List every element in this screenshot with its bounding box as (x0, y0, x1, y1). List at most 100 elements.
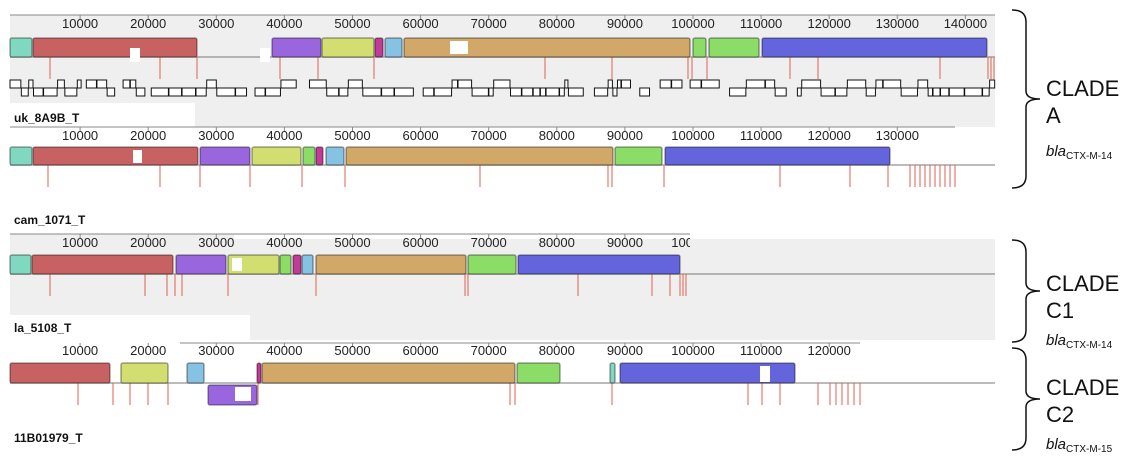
sim-box (280, 79, 297, 89)
tick-label: 10000 (62, 128, 98, 143)
tick-label: 70000 (471, 343, 507, 358)
sim-box (539, 87, 547, 97)
lcb-block (374, 37, 384, 58)
gene-name: bla (1046, 143, 1066, 160)
lcb-block (301, 254, 314, 275)
tracks: 10000 20000 30000 40000 50000 60000 70000 80000… (9, 9, 1119, 455)
sim-box (532, 87, 541, 97)
lcb-block (9, 146, 33, 166)
sim-box (206, 79, 217, 89)
sim-box (195, 87, 207, 97)
tick-label: 120000 (808, 16, 851, 31)
sim-box (28, 79, 34, 89)
lcb-block (9, 37, 33, 58)
sim-box (567, 87, 584, 97)
tick-label: 10000 (62, 235, 98, 250)
sim-box (764, 79, 776, 89)
sim-box (509, 87, 522, 97)
clade-group: A (1046, 103, 1061, 128)
sim-box (659, 79, 672, 89)
tick-label: 130000 (876, 128, 919, 143)
tick-label: 100000 (671, 343, 714, 358)
sim-box (607, 79, 613, 89)
tick-label: 40000 (266, 16, 302, 31)
tick-label: 60000 (403, 235, 439, 250)
sim-box (381, 87, 395, 97)
sim-box (820, 87, 836, 97)
lcb-block (261, 362, 516, 384)
track-name: uk_8A9B_T (14, 111, 80, 125)
gap-patch (232, 258, 242, 271)
lcb-block (315, 146, 324, 166)
lcb-block (664, 146, 891, 166)
track-name: la_5108_T (14, 321, 72, 335)
sim-box (701, 79, 720, 89)
sim-box (64, 87, 78, 97)
sim-box (457, 79, 473, 89)
brace (1011, 9, 1041, 189)
tick-label: 20000 (130, 343, 166, 358)
sim-box (545, 87, 560, 97)
sim-box (33, 87, 44, 97)
tick-label: 50000 (334, 128, 370, 143)
tick-label: 60000 (403, 128, 439, 143)
tick-label: 140000 (944, 16, 987, 31)
sim-box (875, 79, 884, 89)
sim-box (129, 79, 137, 89)
sim-box (9, 79, 22, 89)
tick-label: 20000 (130, 235, 166, 250)
brace (1011, 347, 1041, 451)
gene-name: bla (1046, 332, 1066, 349)
lcb-block (609, 362, 616, 384)
sim-box (362, 87, 382, 97)
tick-group: 10000 20000 30000 40000 50000 60000 70000 80000… (62, 15, 987, 31)
sim-box (989, 79, 996, 89)
sim-box (801, 79, 822, 89)
tick-label: 110000 (740, 128, 782, 143)
tick-label: 80000 (539, 343, 575, 358)
sim-box (729, 87, 747, 97)
tick-label: 110000 (740, 343, 782, 358)
sim-box (20, 87, 29, 97)
lcb-block (32, 37, 198, 58)
tick-group: 10000 20000 30000 40000 50000 60000 70000 80000… (62, 234, 690, 250)
lcb-block (9, 362, 111, 384)
sim-box (932, 87, 941, 97)
lcb-block (292, 254, 302, 275)
lcb-block (517, 254, 681, 275)
gap-patch (450, 41, 468, 54)
sim-box (471, 87, 489, 97)
sim-box (43, 87, 58, 97)
track-name: cam_1071_T (14, 213, 86, 227)
sim-box (96, 79, 108, 89)
sim-box (774, 87, 787, 97)
tick-label: 90000 (607, 235, 643, 250)
lcb-block (619, 362, 796, 384)
panel-bg (234, 234, 995, 239)
sim-box (900, 87, 918, 97)
lcb-block (325, 146, 345, 166)
tick-label: 100000 (671, 128, 714, 143)
sim-box (846, 79, 867, 89)
gap-patch (235, 387, 251, 401)
lcb-block (31, 254, 174, 275)
tick-label: 70000 (471, 235, 507, 250)
tick-label: 30000 (198, 235, 234, 250)
gene-name: bla (1046, 436, 1066, 453)
tick-label: 40000 (266, 343, 302, 358)
gap-patch (130, 48, 140, 62)
lcb-block (467, 254, 517, 275)
sim-box (612, 87, 618, 97)
sim-box (689, 79, 702, 89)
tick-label: 50000 (334, 343, 370, 358)
sim-box (639, 87, 651, 97)
sim-box (254, 87, 266, 97)
lcb-block (32, 146, 199, 166)
lcb-block (692, 37, 707, 58)
sim-box (181, 87, 197, 97)
gene-label: blaCTX-M-14 (1046, 332, 1113, 351)
sim-box (927, 87, 934, 97)
gap-patch (260, 48, 270, 62)
tick-label: 30000 (198, 128, 234, 143)
tick-label: 70000 (471, 128, 507, 143)
